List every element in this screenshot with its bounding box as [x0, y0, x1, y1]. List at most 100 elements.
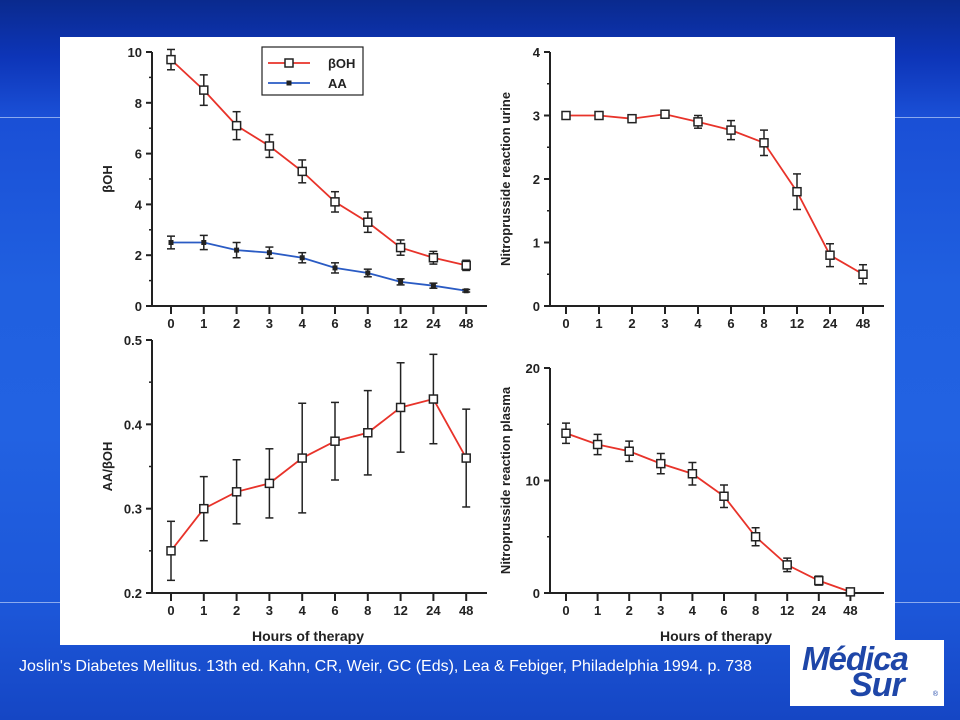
- data-point: [166, 546, 176, 556]
- x-tick-label: 8: [364, 316, 371, 331]
- data-point: [395, 242, 406, 253]
- data-point: [461, 260, 471, 271]
- data-point: [199, 503, 209, 514]
- data-point: [299, 255, 305, 261]
- x-tick-label: 2: [626, 603, 633, 618]
- data-point: [858, 269, 868, 279]
- data-point: [656, 458, 666, 469]
- x-tick-label: 8: [760, 316, 767, 331]
- data-point: [201, 240, 207, 245]
- x-tick-label: 8: [752, 603, 759, 618]
- x-tick-label: 3: [661, 316, 668, 331]
- legend-label: βOH: [328, 56, 355, 71]
- y-tick-label: 8: [135, 96, 142, 111]
- x-tick-label: 48: [459, 603, 473, 618]
- y-tick-label: 6: [135, 147, 142, 162]
- x-tick-label: 12: [393, 603, 407, 618]
- x-tick-label: 3: [657, 603, 664, 618]
- data-point: [231, 487, 242, 497]
- data-point: [759, 138, 769, 148]
- y-axis-label: βOH: [100, 165, 115, 192]
- data-point: [594, 110, 604, 121]
- data-point: [363, 217, 373, 227]
- data-point: [750, 532, 761, 542]
- y-tick-label: 3: [533, 109, 540, 124]
- y-axis-label: Nitroprusside reaction plasma: [498, 386, 513, 574]
- y-tick-label: 20: [526, 361, 540, 376]
- x-tick-label: 24: [426, 316, 441, 331]
- data-point: [845, 587, 856, 597]
- data-point: [395, 402, 406, 413]
- data-point: [782, 560, 792, 570]
- x-tick-label: 4: [299, 603, 307, 618]
- x-tick-label: 24: [823, 316, 838, 331]
- x-tick-label: 2: [233, 603, 240, 618]
- data-point: [660, 109, 670, 119]
- data-point: [814, 575, 824, 586]
- y-tick-label: 0: [533, 586, 540, 601]
- data-point: [264, 478, 275, 489]
- data-point: [398, 279, 404, 285]
- logo-line1: Médica: [802, 640, 909, 677]
- x-tick-label: 12: [780, 603, 794, 618]
- y-tick-label: 10: [526, 474, 540, 489]
- logo-line2: Sur: [850, 666, 905, 704]
- y-tick-label: 1: [533, 236, 540, 251]
- data-point: [726, 125, 736, 135]
- x-tick-label: 4: [299, 316, 307, 331]
- data-point: [627, 113, 637, 124]
- data-point: [199, 85, 209, 95]
- data-point: [266, 250, 272, 256]
- legend-box: [261, 46, 364, 96]
- x-tick-label: 0: [562, 316, 569, 331]
- x-axis-label: Hours of therapy: [252, 628, 364, 644]
- series-line: [171, 241, 467, 292]
- x-tick-label: 12: [790, 316, 804, 331]
- data-point: [687, 469, 698, 479]
- data-point: [561, 428, 571, 438]
- x-tick-label: 1: [595, 316, 602, 331]
- data-point: [363, 428, 373, 438]
- data-point: [168, 240, 174, 245]
- x-axis-label: Hours of therapy: [660, 628, 772, 644]
- series-line: [565, 432, 851, 593]
- x-tick-label: 48: [856, 316, 870, 331]
- data-point: [624, 446, 634, 456]
- y-tick-label: 0.5: [124, 333, 142, 348]
- y-tick-label: 0.3: [124, 502, 142, 517]
- x-tick-label: 3: [266, 316, 273, 331]
- y-axis-label: AA/βOH: [100, 442, 115, 492]
- data-point: [430, 283, 436, 289]
- x-tick-label: 48: [843, 603, 857, 618]
- series-line: [566, 113, 864, 276]
- data-point: [264, 141, 275, 151]
- data-point: [332, 265, 338, 271]
- x-tick-label: 48: [459, 316, 473, 331]
- y-tick-label: 4: [533, 45, 541, 60]
- legend-label: AA: [328, 76, 347, 91]
- y-tick-label: 4: [135, 197, 143, 212]
- x-tick-label: 4: [689, 603, 697, 618]
- data-point: [461, 453, 471, 463]
- data-point: [234, 247, 240, 253]
- y-axis-label: Nitroprusside reaction urine: [498, 92, 513, 266]
- data-point: [231, 120, 242, 131]
- legend: βOH AA: [261, 46, 364, 96]
- x-tick-label: 24: [812, 603, 827, 618]
- y-tick-label: 0.2: [124, 586, 142, 601]
- data-point: [428, 252, 439, 263]
- legend-marker: [284, 58, 294, 68]
- x-tick-label: 1: [200, 603, 207, 618]
- y-tick-label: 10: [128, 45, 142, 60]
- data-point: [825, 250, 835, 260]
- x-tick-label: 6: [331, 603, 338, 618]
- x-tick-label: 6: [727, 316, 734, 331]
- logo-registered-mark: ®: [932, 691, 938, 698]
- x-tick-label: 6: [720, 603, 727, 618]
- x-tick-label: 1: [200, 316, 207, 331]
